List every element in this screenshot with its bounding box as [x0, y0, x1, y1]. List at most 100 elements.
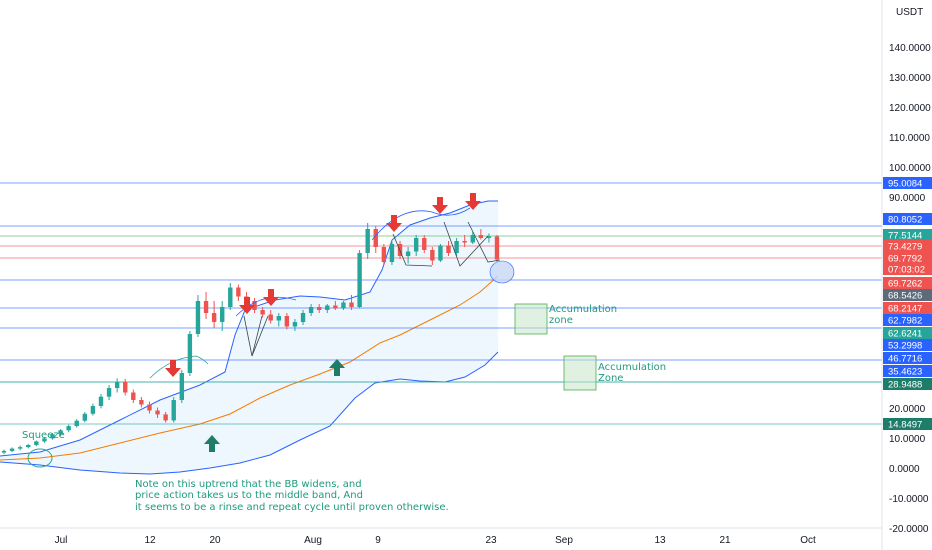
price-level-badge: 80.8052 — [883, 213, 932, 226]
y-tick-label: 140.0000 — [889, 43, 931, 54]
candle-body — [9, 448, 15, 451]
candle-body — [114, 382, 120, 388]
candle — [486, 233, 492, 243]
x-tick-label: Jul — [55, 535, 68, 546]
candle-body — [389, 244, 395, 262]
candle — [260, 307, 265, 318]
price-level-badge: 69.7792 — [883, 252, 932, 265]
price-level-lines — [0, 182, 882, 425]
candle — [462, 235, 467, 247]
candle — [308, 304, 314, 316]
candle — [171, 397, 176, 423]
price-level-badge-label: 62.7982 — [888, 316, 922, 327]
time-axis[interactable]: Jul 12 20 Aug 9 23 Sep 13 21 Oct — [55, 535, 816, 546]
price-level-badge-bg — [883, 314, 932, 326]
candle — [276, 313, 281, 327]
annotation-note-line-2: price action takes us to the middle band… — [135, 490, 363, 501]
candle-body — [171, 400, 176, 421]
price-level-badge-bg — [883, 327, 932, 339]
x-tick-label: Oct — [800, 535, 816, 546]
x-tick-label: 9 — [375, 535, 381, 546]
x-tick-label: 21 — [719, 535, 731, 546]
price-level-badge: 77.5144 — [883, 229, 932, 242]
candle-body — [341, 302, 346, 309]
candle-body — [454, 241, 459, 253]
candle-body — [333, 305, 338, 309]
price-level-badge-bg — [883, 418, 932, 430]
candle — [300, 310, 306, 325]
candle-body — [236, 287, 241, 297]
price-level-badge-bg — [883, 365, 932, 377]
candle-body — [373, 229, 378, 247]
candle — [58, 429, 63, 436]
candle-body — [422, 238, 427, 250]
price-level-badge-bg — [883, 352, 932, 364]
candle — [74, 419, 79, 428]
arrow-down-icon — [386, 215, 402, 232]
candle-body — [494, 236, 500, 260]
candle-body — [284, 316, 290, 327]
candle — [333, 301, 338, 310]
candle — [446, 241, 451, 256]
candle-body — [1, 451, 7, 453]
candle — [268, 310, 273, 324]
candle-body — [26, 445, 31, 448]
y-tick-label: 20.0000 — [889, 404, 926, 415]
candle — [1, 449, 7, 455]
y-tick-label: 110.0000 — [889, 133, 930, 144]
annotation-accumulation-2b: Zone — [598, 373, 623, 384]
price-level-badge-label: 69.7262 — [888, 279, 922, 290]
candle-body — [308, 307, 314, 313]
price-level-badge-label: 35.4623 — [888, 367, 922, 378]
price-level-badge-label: 07:03:02 — [888, 265, 925, 276]
candle — [228, 283, 233, 310]
price-level-badge-label: 69.7792 — [888, 254, 922, 265]
candle-body — [74, 420, 79, 427]
price-level-badge: 53.2998 — [883, 339, 932, 352]
price-level-badge-label: 77.5144 — [888, 231, 922, 242]
candle-body — [300, 313, 306, 322]
price-level-badge-bg — [883, 263, 932, 275]
current-price-marker — [489, 260, 515, 284]
price-axis[interactable]: 140.0000 130.0000 120.0000 110.0000 100.… — [889, 43, 931, 535]
price-level-badge: 62.6241 — [883, 327, 932, 340]
annotation-accumulation-2: Accumulation — [598, 362, 666, 373]
arrow-down-icon — [239, 297, 255, 314]
candle — [90, 403, 96, 416]
bollinger-band-fill — [0, 201, 498, 474]
candle — [430, 247, 435, 265]
candle-body — [325, 305, 330, 310]
candle — [155, 407, 160, 418]
candle — [147, 401, 152, 414]
candle-body — [470, 235, 475, 243]
candle-body — [66, 426, 71, 431]
candle-body — [316, 307, 322, 310]
triangle-pattern-3 — [443, 221, 489, 267]
price-level-badge: 95.0084 — [883, 177, 932, 190]
candle — [139, 397, 144, 408]
candle — [292, 319, 298, 331]
candle — [220, 301, 225, 331]
price-level-badge: 62.7982 — [883, 314, 932, 327]
price-level-badge-label: 73.4279 — [888, 242, 922, 253]
price-level-badge-label: 53.2998 — [888, 341, 922, 352]
candle — [236, 284, 241, 301]
candle-body — [42, 438, 47, 442]
candle-body — [292, 322, 298, 327]
candle-body — [220, 307, 225, 322]
candle — [381, 244, 387, 265]
candle — [26, 443, 31, 449]
candle-body — [268, 314, 273, 321]
candle-body — [17, 447, 23, 449]
candle — [98, 394, 104, 409]
candle-body — [381, 247, 387, 262]
candle — [422, 235, 427, 253]
candle — [34, 440, 39, 447]
candle — [66, 424, 71, 433]
currency-label[interactable]: USDT — [896, 7, 923, 18]
candle — [341, 301, 346, 310]
x-tick-label: Sep — [555, 535, 573, 546]
price-level-badge-bg — [883, 240, 932, 252]
price-level-badge-bg — [883, 277, 932, 289]
